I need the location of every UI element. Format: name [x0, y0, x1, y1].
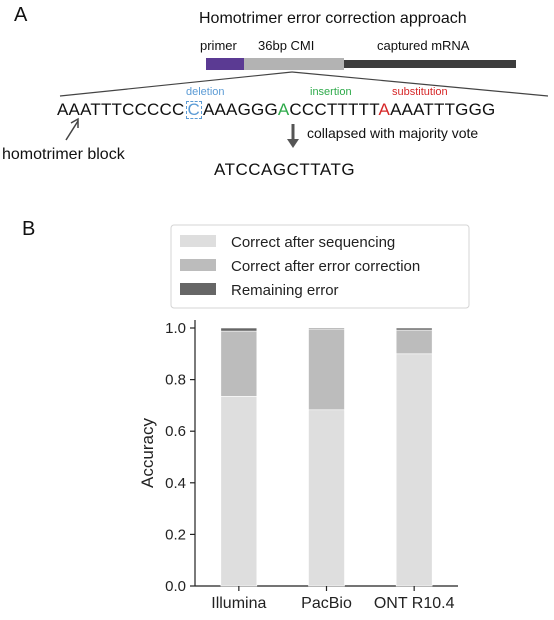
panel-a-title: Homotrimer error correction approach [199, 10, 467, 27]
collapsed-label: collapsed with majority vote [307, 125, 479, 141]
bar-segment [395, 329, 433, 355]
deleted-base: C [185, 100, 202, 119]
homotrimer-block-label: homotrimer block [2, 146, 125, 163]
legend-swatch [180, 235, 216, 247]
deletion-label: deletion [186, 86, 225, 98]
legend-entry: Correct after sequencing [231, 234, 395, 251]
seq-part-4: AAATTTGGG [390, 100, 496, 119]
zoom-line-right [291, 71, 549, 97]
x-tick-label: ONT R10.4 [374, 595, 455, 612]
bar-segment [395, 353, 433, 587]
collapse-arrow-head [287, 139, 299, 148]
legend-entry: Remaining error [231, 282, 339, 299]
mrna-segment [344, 60, 516, 68]
bar-segment [308, 409, 345, 587]
y-axis-label: Accuracy [138, 418, 157, 488]
y-tick-label: 1.0 [165, 320, 186, 337]
cmi-segment [244, 58, 344, 70]
panel-a-label: A [14, 4, 28, 26]
homotrimer-arrowhead [70, 117, 79, 128]
y-tick-label: 0.8 [165, 372, 186, 389]
primer-segment [206, 58, 244, 70]
bar-segment [395, 327, 433, 331]
y-tick-label: 0.6 [165, 423, 186, 440]
homotrimer-arrow [65, 120, 79, 141]
x-tick-label: PacBio [301, 595, 352, 612]
seq-part-3: CCCTTTTT [289, 100, 379, 119]
seq-part-1: AAATTTCCCCC [57, 100, 185, 119]
y-tick-label: 0.4 [165, 475, 186, 492]
bar-segment [308, 328, 345, 411]
bar-segment [220, 330, 258, 397]
substituted-base: A [378, 100, 391, 119]
sequence: AAATTTCCCCC C AAAGGGACCCTTTTTAAAATTTGGG [57, 100, 495, 120]
mrna-label: captured mRNA [377, 38, 470, 53]
substitution-label: substitution [392, 86, 448, 98]
bar-segment [220, 327, 258, 332]
seq-part-2: AAAGGG [202, 100, 278, 119]
cmi-label: 36bp CMI [258, 38, 315, 53]
insertion-label: insertion [310, 86, 352, 98]
legend-swatch [180, 259, 216, 271]
construct-diagram [59, 58, 549, 148]
x-tick-label: Illumina [211, 595, 266, 612]
y-tick-label: 0.0 [165, 578, 186, 595]
primer-label: primer [200, 38, 237, 53]
inserted-base: A [277, 100, 290, 119]
y-tick-label: 0.2 [165, 526, 186, 543]
collapsed-sequence: ATCCAGCTTATG [214, 160, 356, 179]
legend-entry: Correct after error correction [231, 258, 420, 275]
bar-segment [308, 327, 345, 330]
zoom-line-left [59, 71, 293, 97]
panel-b-label: B [22, 218, 36, 240]
legend-box [170, 224, 470, 309]
bar-segment [220, 396, 258, 587]
legend-swatch [180, 283, 216, 295]
